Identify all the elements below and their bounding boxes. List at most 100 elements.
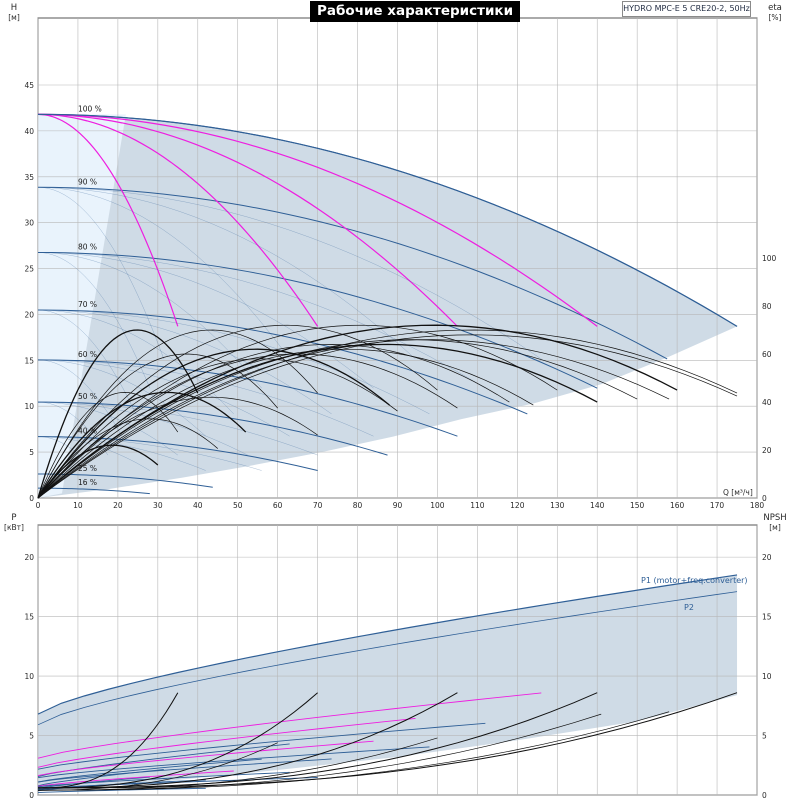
y2-tick-label: 10 [762, 672, 772, 681]
y2-tick-label: 40 [762, 398, 772, 407]
power-curve [37, 746, 430, 779]
x-axis-label: Q [м³/ч] [723, 488, 753, 497]
efficiency-curve [37, 324, 438, 499]
power-chart: 0 0 5 5 10 10 15 15 20 20 P[кВт] NPSH[м] P1 (motor+f… [4, 513, 787, 800]
efficiency-curve [37, 348, 534, 499]
speed-label: 50 % [78, 392, 97, 401]
y-tick-label: 20 [24, 553, 34, 562]
sub-speed-curve [37, 401, 178, 456]
y2-tick-label: 0 [762, 791, 767, 800]
speed-curve [38, 487, 150, 495]
sub-speed-curve [37, 401, 318, 456]
sub-speed-curve [37, 187, 290, 360]
speed-label: 25 % [78, 464, 97, 473]
chart-title: Рабочие характеристики [310, 1, 521, 22]
x-tick-label: 140 [590, 501, 605, 510]
speed-label: 90 % [78, 177, 97, 186]
y-axis-unit: [кВт] [4, 523, 24, 532]
sub-speed-curve [37, 309, 332, 415]
y-tick-label: 25 [24, 265, 34, 274]
npsh-curve [37, 692, 318, 789]
power-curve [37, 722, 486, 770]
y-tick-label: 20 [24, 310, 34, 319]
x-tick-label: 170 [710, 501, 725, 510]
efficiency-curve [37, 348, 390, 499]
npsh-curve [37, 692, 179, 789]
sub-speed-curve [37, 187, 542, 360]
x-tick-label: 100 [430, 501, 445, 510]
y-axis-label: H [11, 3, 17, 13]
speed-curve [37, 436, 318, 472]
pump-count-curve [37, 113, 319, 327]
y-axis-unit: [м] [8, 13, 20, 22]
npsh-curve [37, 711, 670, 791]
head-chart: 0 10 20 30 40 50 60 70 80 90 100 110 120 130 140 150 160… [8, 3, 782, 510]
x-tick-label: 20 [113, 501, 123, 510]
y-tick-label: 10 [24, 672, 34, 681]
x-tick-label: 80 [353, 501, 363, 510]
x-tick-label: 110 [470, 501, 485, 510]
x-tick-label: 30 [153, 501, 163, 510]
y2-tick-label: 80 [762, 302, 772, 311]
x-tick-label: 130 [550, 501, 565, 510]
power-operating-region [38, 574, 738, 792]
y-tick-label: 0 [29, 494, 34, 503]
speed-curve [37, 309, 528, 415]
efficiency-curve [37, 344, 510, 499]
x-tick-label: 180 [750, 501, 765, 510]
sub-speed-curve [37, 187, 165, 360]
speed-label: 60 % [78, 350, 97, 359]
x-tick-label: 90 [393, 501, 403, 510]
sub-speed-curve [37, 187, 416, 360]
speed-curve [37, 186, 668, 360]
sub-speed-curve [37, 359, 123, 437]
sub-speed-curve [37, 252, 486, 389]
efficiency-curve [37, 358, 398, 499]
y-tick-label: 30 [24, 219, 34, 228]
y-tick-label: 40 [24, 127, 34, 136]
sub-speed-curve [37, 252, 374, 389]
x-tick-label: 10 [73, 501, 83, 510]
speed-curve [37, 359, 458, 437]
operating-region [38, 114, 738, 499]
y2-tick-label: 5 [762, 732, 767, 741]
sub-speed-curve [37, 309, 137, 414]
y2-axis-unit: [%] [769, 13, 782, 22]
y-tick-label: 5 [29, 448, 34, 457]
x-tick-label: 0 [36, 501, 41, 510]
power-curve [37, 770, 234, 787]
efficiency-curve [37, 329, 738, 499]
power-curve [37, 787, 206, 794]
efficiency-curve [37, 353, 278, 499]
speed-label: 40 % [78, 427, 97, 436]
x-tick-label: 120 [510, 501, 525, 510]
pump-count-curve [37, 113, 738, 327]
power-curve [37, 758, 332, 783]
x-tick-label: 60 [273, 501, 283, 510]
efficiency-curve [37, 324, 678, 499]
efficiency-curve [37, 391, 247, 499]
npsh-curve [37, 692, 738, 789]
power-curve [37, 740, 374, 777]
power-curve [37, 717, 416, 768]
efficiency-curve [37, 418, 218, 499]
model-label: HYDRO MPC-E 5 CRE20-2, 50Hz [622, 1, 751, 17]
p2-curve [37, 591, 738, 726]
y2-axis-label: NPSH [763, 513, 786, 523]
power-curve [37, 776, 150, 789]
sub-speed-curve [37, 359, 206, 437]
sub-speed-curve [37, 252, 262, 389]
speed-curve [37, 251, 598, 389]
y2-tick-label: 20 [762, 446, 772, 455]
power-curve [37, 758, 262, 783]
y-tick-label: 5 [29, 732, 34, 741]
sub-speed-curve [37, 401, 248, 456]
sub-speed-curve [37, 309, 430, 415]
p1-label: P1 (motor+freq.converter) [641, 576, 748, 585]
x-tick-label: 160 [670, 501, 685, 510]
speed-label: 80 % [78, 242, 97, 251]
y-tick-label: 45 [24, 81, 34, 90]
p2-label: P2 [684, 603, 694, 612]
y-tick-label: 35 [24, 173, 34, 182]
y2-tick-label: 0 [762, 494, 767, 503]
